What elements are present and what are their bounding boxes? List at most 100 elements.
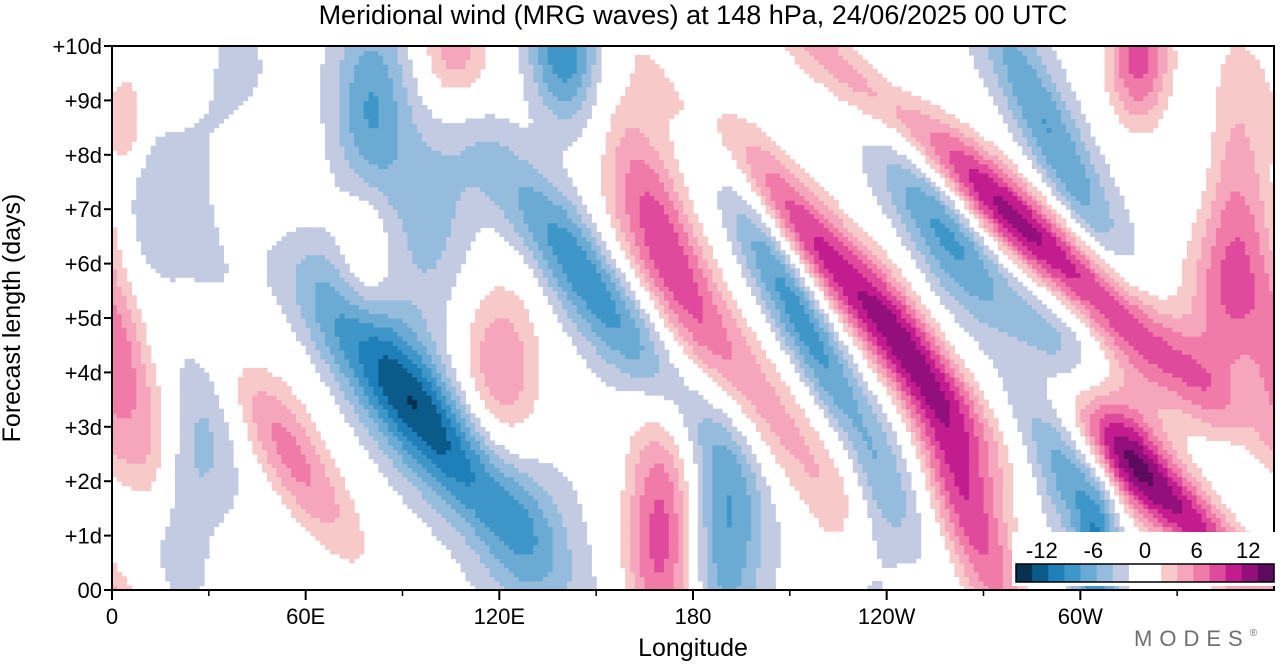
heatmap-cell <box>504 499 510 505</box>
heatmap-cell <box>973 454 980 460</box>
heatmap-cell <box>644 481 651 487</box>
heatmap-cell <box>528 494 534 500</box>
heatmap-cell <box>1148 517 1154 523</box>
heatmap-cell <box>1041 503 1048 509</box>
heatmap-cell <box>194 454 200 460</box>
heatmap-cell <box>203 544 210 550</box>
heatmap-cell <box>295 454 302 460</box>
heatmap-cell <box>1060 463 1067 469</box>
heatmap-cell <box>862 490 868 496</box>
heatmap-cell <box>465 490 471 496</box>
heatmap-cell <box>823 485 830 491</box>
heatmap-cell <box>538 494 544 500</box>
heatmap-cell <box>300 512 307 519</box>
heatmap-cell <box>625 585 631 590</box>
heatmap-cell <box>329 499 336 505</box>
heatmap-cell <box>804 490 810 496</box>
heatmap-cell <box>310 472 316 478</box>
heatmap-cell <box>881 562 888 568</box>
heatmap-cell <box>586 585 592 590</box>
heatmap-cell <box>668 517 675 523</box>
heatmap-cell <box>145 444 152 451</box>
heatmap-cell <box>271 472 278 478</box>
heatmap-cell <box>199 472 205 478</box>
heatmap-cell <box>659 449 665 455</box>
heatmap-cell <box>315 454 321 460</box>
heatmap-cell <box>712 512 718 519</box>
heatmap-cell <box>707 490 713 496</box>
heatmap-cell <box>1104 585 1110 590</box>
heatmap-cell <box>973 472 980 478</box>
heatmap-cell <box>659 503 665 509</box>
heatmap-cell <box>116 467 123 473</box>
heatmap-cell <box>755 531 762 537</box>
heatmap-cell <box>552 503 559 509</box>
heatmap-cell <box>620 540 626 546</box>
heatmap-cell <box>320 440 326 446</box>
heatmap-cell <box>475 580 481 587</box>
heatmap-cell <box>828 490 835 496</box>
heatmap-cell <box>1114 585 1120 590</box>
heatmap-cell <box>121 435 128 441</box>
heatmap-cell <box>993 571 999 577</box>
heatmap-cell <box>1133 490 1140 496</box>
heatmap-cell <box>213 435 220 441</box>
heatmap-cell <box>150 458 157 464</box>
heatmap-cell <box>852 463 859 469</box>
heatmap-cell <box>770 553 776 559</box>
heatmap-cell <box>1167 467 1173 473</box>
heatmap-cell <box>455 558 462 564</box>
heatmap-cell <box>678 535 684 541</box>
heatmap-cell <box>1172 463 1178 469</box>
heatmap-cell <box>1162 440 1169 446</box>
heatmap-cell <box>383 458 389 464</box>
heatmap-cell <box>702 440 709 446</box>
heatmap-cell <box>223 508 229 514</box>
heatmap-cell <box>1201 499 1207 505</box>
heatmap-cell <box>286 503 292 509</box>
heatmap-cell <box>199 544 205 550</box>
heatmap-cell <box>702 571 709 577</box>
heatmap-cell <box>944 449 951 455</box>
heatmap-cell <box>179 472 186 478</box>
heatmap-cell <box>639 540 646 546</box>
heatmap-cell <box>286 444 292 451</box>
heatmap-cell <box>755 490 762 496</box>
heatmap-cell <box>1138 444 1144 451</box>
heatmap-cell <box>199 440 205 446</box>
heatmap-cell <box>552 580 559 587</box>
heatmap-cell <box>305 476 312 482</box>
heatmap-cell <box>533 508 539 514</box>
heatmap-cell <box>1065 499 1072 505</box>
heatmap-cell <box>1143 440 1149 446</box>
heatmap-cell <box>896 458 902 464</box>
heatmap-cell <box>630 440 636 446</box>
heatmap-cell <box>576 531 583 537</box>
heatmap-cell <box>741 553 747 559</box>
heatmap-cell <box>194 508 200 514</box>
heatmap-cell <box>988 454 994 460</box>
heatmap-cell <box>436 472 442 478</box>
heatmap-cell <box>814 440 820 446</box>
heatmap-cell <box>775 544 781 550</box>
heatmap-cell <box>1080 476 1086 482</box>
heatmap-cell <box>1046 485 1052 491</box>
heatmap-cell <box>988 567 994 573</box>
heatmap-cell <box>1007 481 1014 487</box>
heatmap-cell <box>959 531 965 537</box>
heatmap-cell <box>460 467 467 473</box>
heatmap-cell <box>668 444 675 451</box>
heatmap-cell <box>993 512 999 519</box>
heatmap-cell <box>528 472 534 478</box>
heatmap-cell <box>1177 449 1183 455</box>
heatmap-cell <box>983 490 989 496</box>
heatmap-cell <box>741 517 747 523</box>
heatmap-cell <box>639 472 646 478</box>
heatmap-cell <box>586 580 592 587</box>
heatmap-cell <box>533 526 539 532</box>
heatmap-cell <box>1172 508 1178 514</box>
heatmap-cell <box>746 571 752 577</box>
heatmap-cell <box>833 512 839 519</box>
heatmap-cell <box>872 494 878 500</box>
heatmap-cell <box>852 458 859 464</box>
